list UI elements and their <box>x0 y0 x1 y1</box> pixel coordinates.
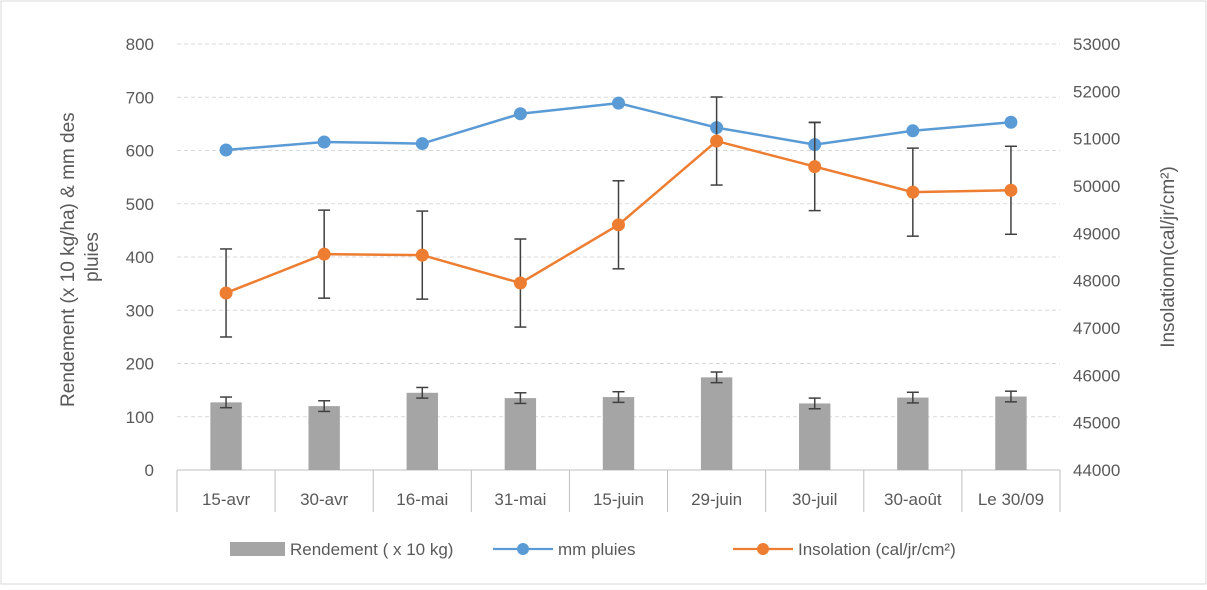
y-tick-label-0: 0 <box>145 461 154 480</box>
y2-tick-label-44000: 44000 <box>1073 461 1120 480</box>
series-2-point-3 <box>513 276 527 290</box>
legend-marker-pluies <box>517 543 529 555</box>
y2-tick-label-49000: 49000 <box>1073 224 1120 243</box>
bar-6 <box>799 403 831 470</box>
y-axis-title: Rendement (x 10 kg/ha) & mm des pluies <box>58 107 103 407</box>
y-tick-label-400: 400 <box>126 248 154 267</box>
y2-tick-label-45000: 45000 <box>1073 414 1120 433</box>
legend-swatch-rendement <box>230 542 285 556</box>
series-1-point-8 <box>1004 115 1018 129</box>
y-axis-title-line-2: pluies <box>82 232 103 282</box>
y2-tick-label-50000: 50000 <box>1073 177 1120 196</box>
x-tick-label-1: 30-avr <box>300 490 349 509</box>
bar-2 <box>406 392 438 470</box>
y-tick-label-600: 600 <box>126 142 154 161</box>
legend: Rendement ( x 10 kg) mm pluies Insolatio… <box>230 540 956 559</box>
y-tick-label-100: 100 <box>126 408 154 427</box>
x-tick-label-8: Le 30/09 <box>978 490 1044 509</box>
x-tick-label-7: 30-août <box>884 490 942 509</box>
bar-8 <box>995 396 1027 470</box>
x-tick-label-2: 16-mai <box>396 490 448 509</box>
bar-series <box>210 371 1027 470</box>
y-tick-label-500: 500 <box>126 195 154 214</box>
y-tick-label-800: 800 <box>126 35 154 54</box>
series-2-point-1 <box>317 247 331 261</box>
series-1-point-4 <box>612 96 625 110</box>
legend-label-rendement: Rendement ( x 10 kg) <box>290 540 453 559</box>
x-tick-label-5: 29-juin <box>691 490 742 509</box>
y-tick-label-200: 200 <box>126 355 154 374</box>
legend-marker-insolation <box>757 543 769 555</box>
y-tick-label-300: 300 <box>126 301 154 320</box>
y2-tick-label-47000: 47000 <box>1073 319 1120 338</box>
x-tick-label-4: 15-juin <box>593 490 644 509</box>
x-tick-label-3: 31-mai <box>494 490 546 509</box>
series-2-point-5 <box>710 134 724 148</box>
bar-4 <box>602 397 635 470</box>
bar-7 <box>897 397 929 470</box>
y2-tick-label-46000: 46000 <box>1073 366 1120 385</box>
series-1-point-3 <box>513 107 527 121</box>
bar-3 <box>504 398 537 470</box>
y-axis-title-line-1: Rendement (x 10 kg/ha) & mm des <box>58 112 79 407</box>
tick-labels: 0 100 200 300 400 500 600 700 800 44000 45000 46000… <box>126 35 1121 509</box>
series-1-point-7 <box>906 124 920 138</box>
y2-tick-label-53000: 53000 <box>1073 35 1120 54</box>
y2-axis-title: Insolationn(cal/jr/cm²) <box>1158 166 1179 348</box>
series-2-point-8 <box>1004 183 1018 197</box>
x-tick-label-0: 15-avr <box>202 490 251 509</box>
bar-5 <box>700 377 733 470</box>
series-2-point-4 <box>612 218 625 232</box>
y2-tick-label-51000: 51000 <box>1073 130 1120 149</box>
bar-1 <box>308 406 340 470</box>
x-tick-label-6: 30-juil <box>792 490 837 509</box>
series-1-point-1 <box>317 135 331 149</box>
series-2-point-7 <box>906 185 920 199</box>
legend-label-insolation: Insolation (cal/jr/cm²) <box>798 540 956 559</box>
series-2-point-0 <box>219 286 233 300</box>
series-1-point-0 <box>219 143 233 157</box>
y2-tick-label-52000: 52000 <box>1073 82 1120 101</box>
line-series <box>219 96 1018 338</box>
series-2-point-2 <box>415 248 429 262</box>
legend-label-pluies: mm pluies <box>558 540 635 559</box>
bar-0 <box>210 402 242 470</box>
series-1-point-2 <box>415 137 429 151</box>
y2-tick-label-48000: 48000 <box>1073 272 1120 291</box>
series-2-point-6 <box>808 160 822 174</box>
y-tick-label-700: 700 <box>126 88 154 107</box>
